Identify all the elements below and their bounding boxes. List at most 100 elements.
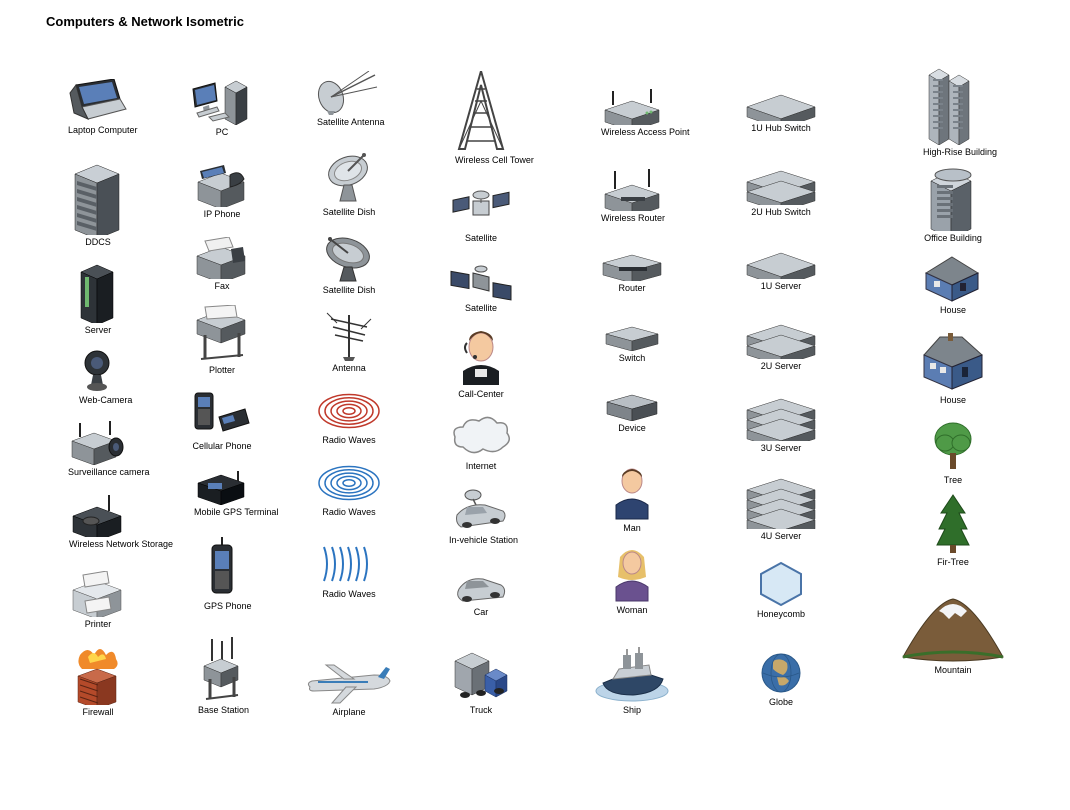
satellite2-icon xyxy=(449,261,513,301)
callcenter-cell: Call-Center xyxy=(453,329,509,400)
srv2u-label: 2U Server xyxy=(745,361,817,372)
office-icon xyxy=(923,167,983,231)
switch-icon xyxy=(604,325,660,351)
webcam-label: Web-Camera xyxy=(79,395,117,406)
callcenter-icon xyxy=(453,329,509,387)
wap-icon xyxy=(601,89,663,125)
satdish1-label: Satellite Dish xyxy=(322,207,376,218)
house2-cell: House xyxy=(918,333,988,406)
sat-antenna-label: Satellite Antenna xyxy=(317,117,381,128)
car-icon xyxy=(451,567,511,605)
house1-cell: House xyxy=(922,255,984,316)
radiowaves-r-cell: Radio Waves xyxy=(318,389,380,446)
tree-cell: Tree xyxy=(931,421,975,486)
cellphone-cell: Cellular Phone xyxy=(191,391,253,452)
mobilegps-cell: Mobile GPS Terminal xyxy=(194,469,250,518)
firewall-cell: Firewall xyxy=(70,645,126,718)
wns-cell: Wireless Network Storage xyxy=(69,495,127,550)
antenna-cell: Antenna xyxy=(321,309,377,374)
cell-tower-cell: Wireless Cell Tower xyxy=(455,71,507,166)
basestation-icon xyxy=(198,637,246,703)
ship-icon xyxy=(593,645,671,703)
truck-icon xyxy=(449,649,513,703)
ddcs-icon xyxy=(71,163,125,235)
fax-label: Fax xyxy=(193,281,251,292)
mountain-cell: Mountain xyxy=(893,593,1013,676)
firewall-label: Firewall xyxy=(70,707,126,718)
wrouter-cell: Wireless Router xyxy=(601,169,663,224)
wap-label: Wireless Access Point xyxy=(601,127,663,138)
tree-label: Tree xyxy=(931,475,975,486)
wrouter-icon xyxy=(601,169,663,211)
house2-label: House xyxy=(918,395,988,406)
man-label: Man xyxy=(610,523,654,534)
laptop-icon xyxy=(68,79,128,123)
pc-cell: PC xyxy=(191,79,253,138)
srv3u-cell: 3U Server xyxy=(745,397,817,454)
device-icon xyxy=(605,393,659,421)
airplane-label: Airplane xyxy=(304,707,394,718)
woman-label: Woman xyxy=(610,605,654,616)
honeycomb-label: Honeycomb xyxy=(755,609,807,620)
printer-icon xyxy=(69,571,127,617)
satdish1-icon xyxy=(322,149,376,205)
satellite1-label: Satellite xyxy=(449,233,513,244)
ddcs-label: DDCS xyxy=(71,237,125,248)
callcenter-label: Call-Center xyxy=(453,389,509,400)
cell-tower-icon xyxy=(455,71,507,153)
firtree-icon xyxy=(933,493,973,555)
server-cell: Server xyxy=(77,263,119,336)
basestation-label: Base Station xyxy=(198,705,246,716)
woman-icon xyxy=(610,547,654,603)
ship-label: Ship xyxy=(593,705,671,716)
pc-label: PC xyxy=(191,127,253,138)
srv3u-icon xyxy=(745,397,817,441)
pc-icon xyxy=(191,79,253,125)
router-label: Router xyxy=(601,283,663,294)
globe-label: Globe xyxy=(759,697,803,708)
hub1u-label: 1U Hub Switch xyxy=(745,123,817,134)
satdish1-cell: Satellite Dish xyxy=(322,149,376,218)
mountain-label: Mountain xyxy=(893,665,1013,676)
ddcs-cell: DDCS xyxy=(71,163,125,248)
globe-cell: Globe xyxy=(759,651,803,708)
house1-icon xyxy=(922,255,984,303)
man-cell: Man xyxy=(610,467,654,534)
satellite1-icon xyxy=(449,187,513,231)
truck-cell: Truck xyxy=(449,649,513,716)
satellite2-label: Satellite xyxy=(449,303,513,314)
plotter-icon xyxy=(191,305,253,363)
highrise-label: High-Rise Building xyxy=(923,147,983,158)
cellphone-label: Cellular Phone xyxy=(191,441,253,452)
ship-cell: Ship xyxy=(593,645,671,716)
honeycomb-cell: Honeycomb xyxy=(755,561,807,620)
plotter-label: Plotter xyxy=(191,365,253,376)
satdish2-cell: Satellite Dish xyxy=(320,231,378,296)
ipphone-label: IP Phone xyxy=(194,209,250,220)
switch-cell: Switch xyxy=(604,325,660,364)
firtree-cell: Fir-Tree xyxy=(933,493,973,568)
mobilegps-label: Mobile GPS Terminal xyxy=(194,507,250,518)
truck-label: Truck xyxy=(449,705,513,716)
wrouter-label: Wireless Router xyxy=(601,213,663,224)
highrise-cell: High-Rise Building xyxy=(923,67,983,158)
car-label: Car xyxy=(451,607,511,618)
page-title: Computers & Network Isometric xyxy=(0,0,1070,37)
gpsphone-cell: GPS Phone xyxy=(204,537,240,612)
switch-label: Switch xyxy=(604,353,660,364)
airplane-icon xyxy=(304,661,394,705)
ipphone-cell: IP Phone xyxy=(194,165,250,220)
icon-grid: Laptop Computer PC Satellite Antenna Wir… xyxy=(0,37,1070,807)
tree-icon xyxy=(931,421,975,473)
printer-label: Printer xyxy=(69,619,127,630)
ipphone-icon xyxy=(194,165,250,207)
hub1u-icon xyxy=(745,93,817,121)
sat-antenna-cell: Satellite Antenna xyxy=(317,71,381,128)
internet-icon xyxy=(449,415,513,459)
wns-icon xyxy=(69,495,127,537)
radiowaves-arc-label: Radio Waves xyxy=(318,589,380,600)
internet-label: Internet xyxy=(449,461,513,472)
srv4u-label: 4U Server xyxy=(745,531,817,542)
radiowaves-b-cell: Radio Waves xyxy=(318,461,380,518)
car-cell: Car xyxy=(451,567,511,618)
